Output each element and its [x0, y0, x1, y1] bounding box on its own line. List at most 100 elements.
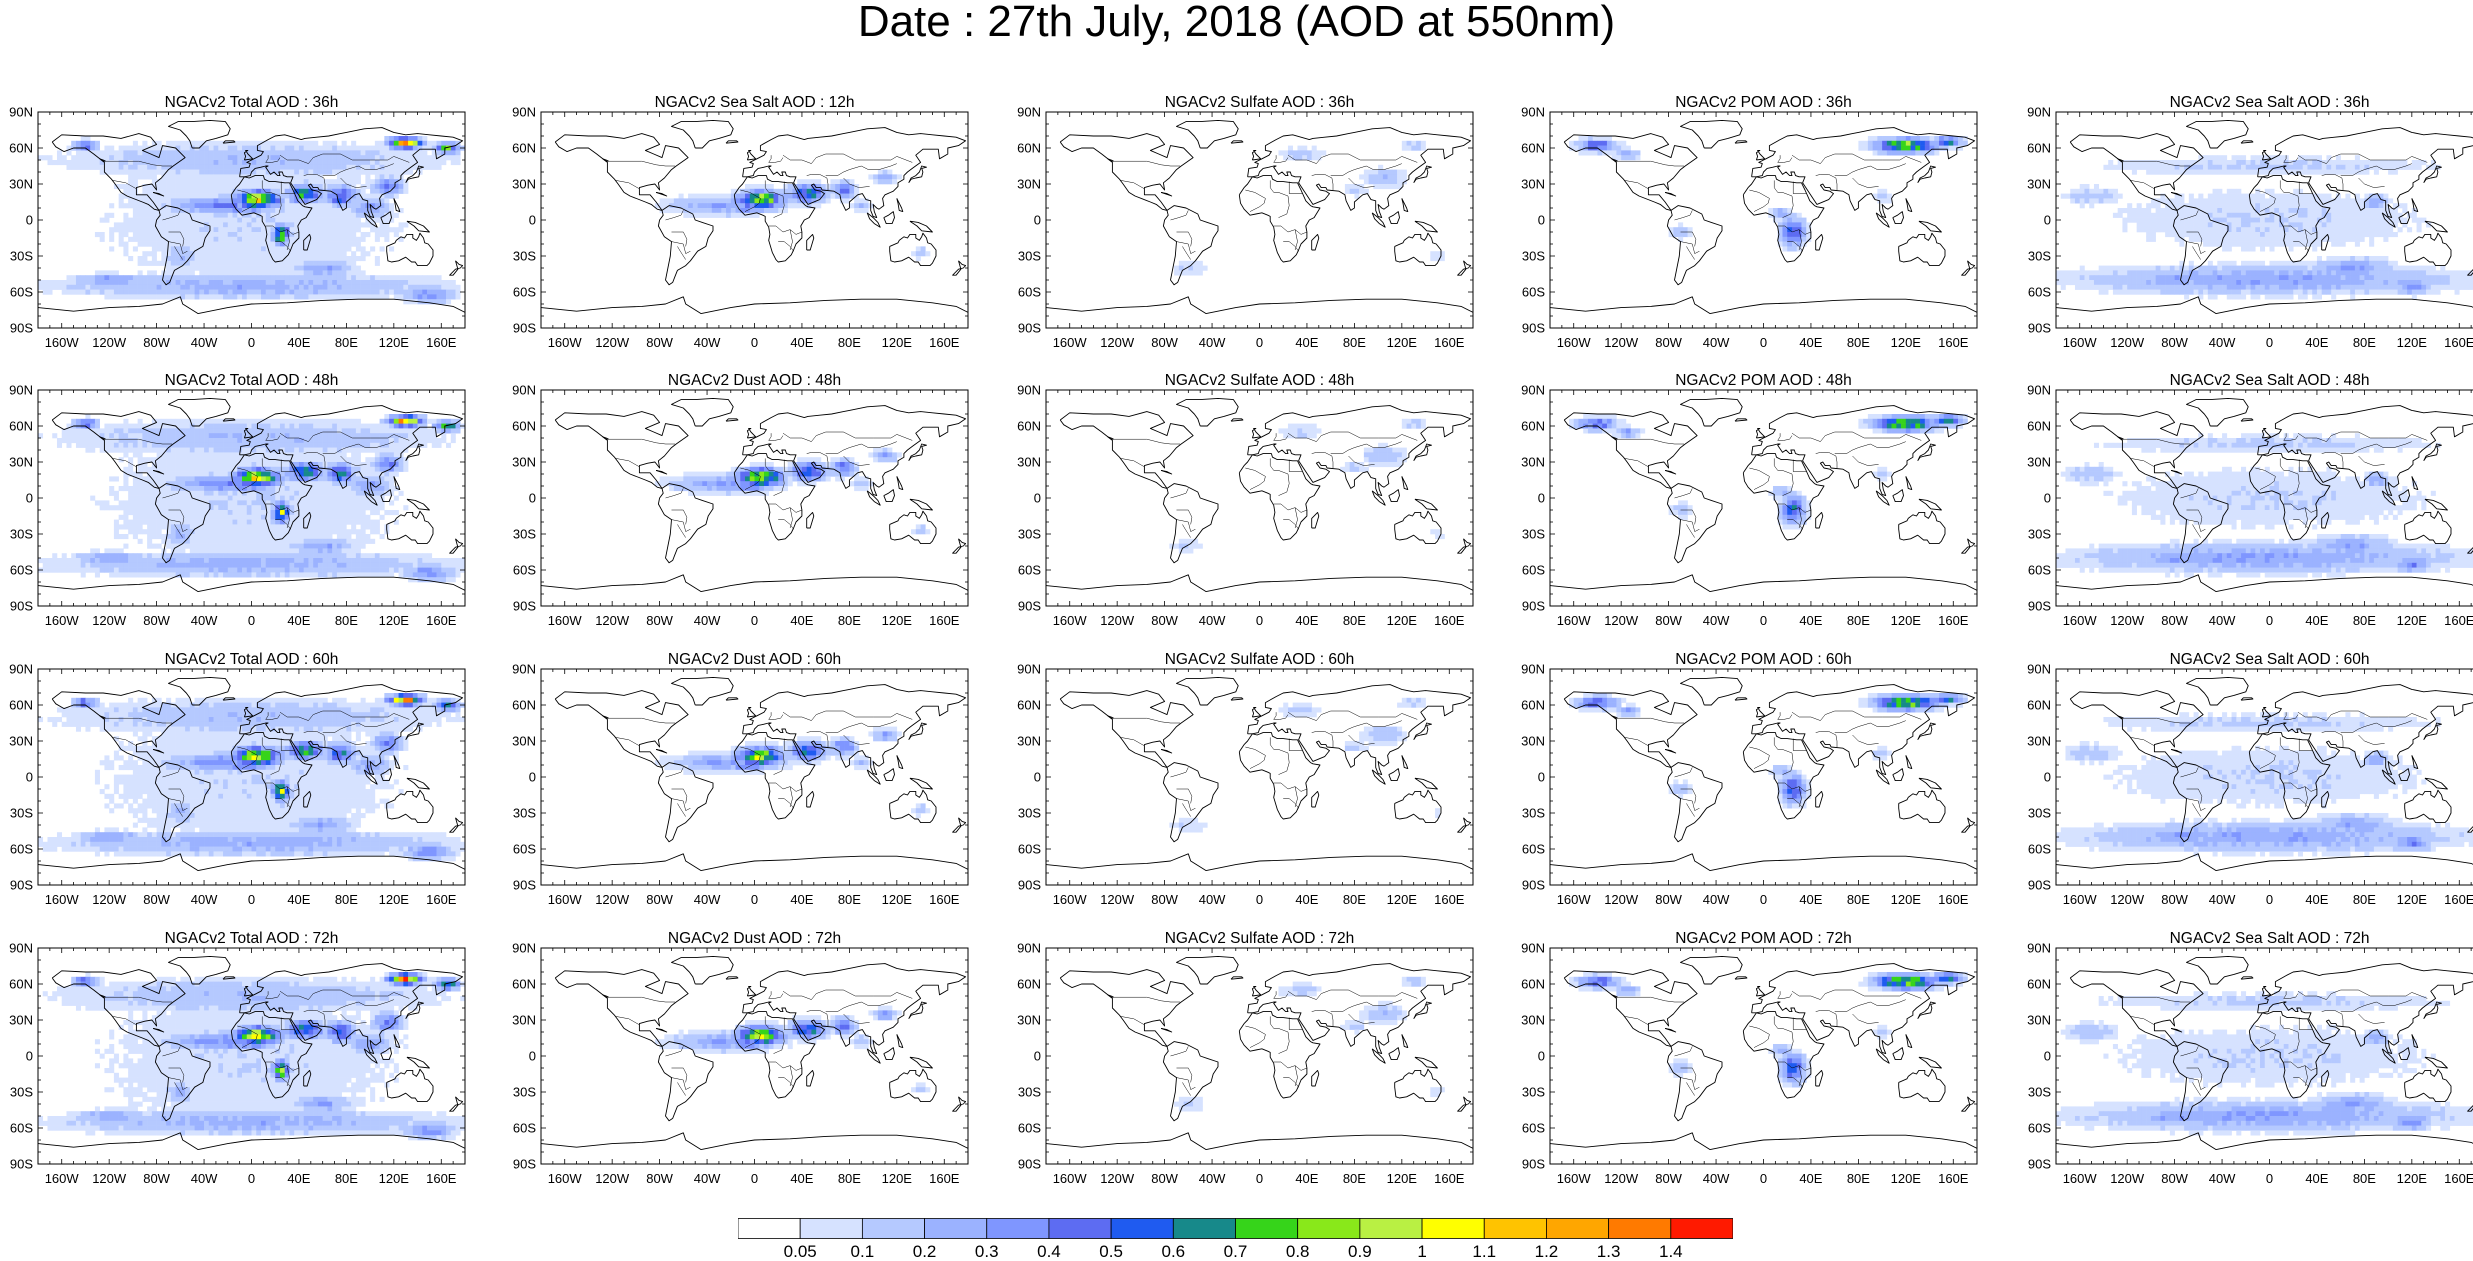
borders	[1617, 153, 1922, 260]
aod-cell	[294, 140, 300, 146]
aod-cell	[2098, 289, 2104, 295]
aod-cell	[2302, 208, 2308, 214]
aod-cell	[820, 188, 826, 194]
x-tick-label: 80E	[1847, 335, 1870, 350]
aod-cell	[2321, 217, 2327, 223]
aod-cell	[393, 284, 399, 290]
aod-cell	[94, 232, 100, 238]
aod-cell	[393, 174, 399, 180]
aod-cell	[2278, 227, 2285, 233]
aod-cell	[147, 150, 153, 156]
aod-cell	[147, 188, 153, 194]
aod-cell	[379, 174, 385, 180]
aod-cell	[265, 232, 271, 238]
aod-cell	[327, 289, 333, 295]
aod-cell	[2392, 208, 2398, 214]
aod-cell	[2297, 193, 2304, 199]
aod-cell	[2312, 155, 2318, 161]
aod-cell	[260, 155, 267, 161]
aod-cell	[2250, 198, 2256, 204]
border	[1311, 174, 1334, 190]
aod-cell	[232, 256, 238, 262]
aod-cell	[431, 294, 437, 300]
aod-cell	[839, 198, 845, 204]
aod-cell	[218, 160, 224, 166]
aod-cell	[379, 188, 385, 194]
aod-cell	[2269, 294, 2275, 300]
aod-cell	[142, 275, 148, 281]
aod-cell	[66, 145, 72, 151]
aod-cell	[2198, 198, 2204, 204]
aod-cell	[1687, 232, 1693, 238]
aod-cell	[218, 212, 224, 218]
aod-cell	[251, 174, 257, 180]
aod-cell	[2288, 246, 2294, 252]
aod-cell	[1387, 174, 1393, 180]
aod-cell	[85, 136, 91, 142]
aod-cell	[132, 294, 138, 300]
coastline	[243, 149, 254, 161]
aod-cell	[2297, 289, 2304, 295]
aod-cell	[166, 169, 172, 175]
coastline	[1046, 296, 1473, 315]
aod-cell	[2136, 203, 2142, 209]
aod-cell	[99, 280, 105, 286]
aod-cell	[2160, 212, 2166, 218]
aod-cell	[2155, 208, 2161, 214]
aod-cell	[721, 208, 727, 214]
aod-cell	[156, 289, 162, 295]
aod-cell	[346, 232, 352, 238]
aod-cell	[2321, 280, 2327, 286]
aod-cell	[1368, 169, 1374, 175]
aod-cell	[735, 188, 741, 194]
aod-cell	[170, 169, 176, 175]
aod-cell	[232, 236, 238, 242]
aod-cell	[275, 145, 281, 151]
aod-cell	[2411, 212, 2417, 218]
aod-cell	[379, 284, 385, 290]
aod-cell	[322, 270, 328, 276]
aod-cell	[355, 294, 361, 300]
aod-cell	[2354, 280, 2360, 286]
aod-cell	[232, 222, 238, 228]
aod-cell	[2359, 270, 2365, 276]
aod-cell	[1791, 212, 1798, 218]
aod-cell	[351, 217, 357, 223]
aod-cell	[132, 193, 138, 199]
coastline	[1457, 260, 1472, 276]
aod-cell	[223, 270, 229, 276]
aod-cell	[1948, 136, 1954, 142]
coastline	[1917, 165, 1936, 184]
aod-cell	[147, 251, 153, 257]
aod-cell	[284, 184, 290, 190]
aod-cell	[223, 241, 229, 247]
aod-cell	[735, 208, 741, 214]
aod-cell	[2127, 208, 2133, 214]
aod-cell	[336, 232, 342, 238]
aod-cell	[2245, 212, 2251, 218]
aod-cell	[2089, 198, 2095, 204]
aod-cell	[2340, 212, 2346, 218]
aod-cell	[313, 198, 319, 204]
aod-cell	[2302, 203, 2308, 209]
aod-cell	[763, 193, 770, 199]
aod-cell	[427, 294, 433, 300]
x-tick-label: 160E	[1434, 335, 1465, 350]
aod-cell	[2388, 169, 2394, 175]
aod-cell	[204, 160, 210, 166]
aod-cell	[199, 217, 205, 223]
aod-cell	[341, 275, 347, 281]
aod-cell	[256, 208, 262, 214]
aod-cell	[275, 217, 281, 223]
aod-cell	[80, 289, 86, 295]
aod-cell	[811, 198, 817, 204]
aod-cell	[450, 155, 456, 161]
aod-cell	[213, 174, 219, 180]
aod-cell	[2207, 222, 2213, 228]
aod-cell	[303, 256, 309, 262]
aod-cell	[2269, 188, 2275, 194]
aod-cell	[279, 193, 286, 199]
aod-cell	[2207, 160, 2213, 166]
coastline	[2257, 127, 2473, 219]
aod-cell	[104, 169, 110, 175]
